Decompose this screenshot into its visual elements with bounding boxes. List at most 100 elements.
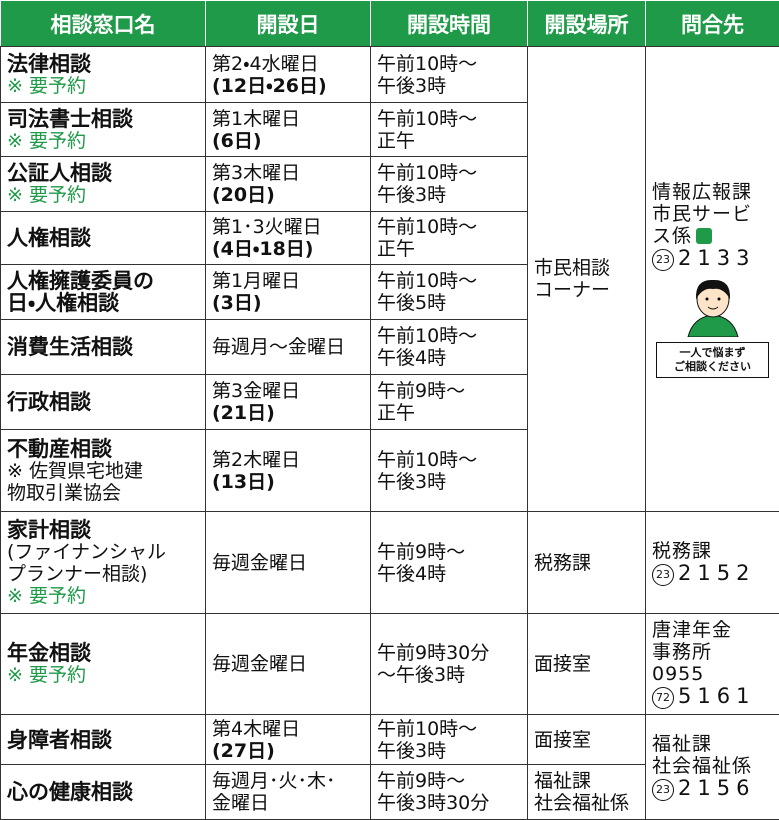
time-line: 午後5時 (377, 292, 521, 314)
consult-name: 日・人権相談 (7, 292, 199, 314)
consult-name: 消費生活相談 (7, 336, 199, 358)
time-line: 午前10時～ (377, 325, 521, 347)
contact-lines: 税務課 (652, 540, 773, 562)
table-row: 家計相談(ファイナンシャルプランナー相談)※ 要予約毎週金曜日午前9時～午後4時… (1, 512, 779, 614)
phone-circle: 23 (652, 564, 674, 586)
header-cell: 開設日 (206, 1, 371, 47)
contact-line: 社会福祉係 (652, 755, 773, 777)
reservation-note: ※ 要予約 (7, 664, 199, 686)
time-cell: 午前10時～午後3時 (371, 157, 528, 212)
day-line: (6日) (212, 130, 364, 152)
place-line: 税務課 (534, 552, 639, 574)
day-line: (21日) (212, 402, 364, 424)
name-cell: 法律相談※ 要予約 (1, 47, 206, 103)
day-cell: 第1木曜日(6日) (206, 103, 371, 157)
time-line: 午前10時～ (377, 162, 521, 184)
time-line: 午前9時～ (377, 380, 521, 402)
day-line: 第1･3火曜日 (212, 216, 364, 238)
contact-line: ス係 (652, 225, 773, 247)
time-line: ～午後3時 (377, 664, 521, 686)
day-line: 毎週月･火･木･ (212, 770, 364, 792)
name-cell: 消費生活相談 (1, 320, 206, 375)
place-cell: 市民相談コーナー (528, 47, 646, 512)
day-cell: 毎週金曜日 (206, 614, 371, 715)
header-cell: 問合先 (646, 1, 779, 47)
consult-name: 行政相談 (7, 391, 199, 413)
place-cell: 福祉課社会福祉係 (528, 765, 646, 820)
place-cell: 税務課 (528, 512, 646, 614)
time-line: 午前10時～ (377, 53, 521, 75)
time-cell: 午前9時30分～午後3時 (371, 614, 528, 715)
name-cell: 人権擁護委員の日・人権相談 (1, 265, 206, 320)
name-cell: 家計相談(ファイナンシャルプランナー相談)※ 要予約 (1, 512, 206, 614)
contact-lines: 情報広報課市民サービス係 (652, 181, 773, 247)
consult-name: 公証人相談 (7, 162, 199, 184)
name-cell: 行政相談 (1, 375, 206, 430)
day-cell: 第4木曜日(27日) (206, 715, 371, 765)
consult-sub: プランナー相談) (7, 563, 199, 585)
day-cell: 第2・4水曜日(12日・26日) (206, 47, 371, 103)
icon (696, 228, 712, 244)
contact-line: 税務課 (652, 540, 773, 562)
day-line: (20日) (212, 184, 364, 206)
day-line: 第4木曜日 (212, 718, 364, 740)
place-line: 面接室 (534, 653, 639, 675)
day-cell: 毎週金曜日 (206, 512, 371, 614)
table-body: 法律相談※ 要予約第2・4水曜日(12日・26日)午前10時～午後3時市民相談コ… (1, 47, 779, 820)
name-cell: 年金相談※ 要予約 (1, 614, 206, 715)
day-cell: 第1月曜日(3日) (206, 265, 371, 320)
name-cell: 身障者相談 (1, 715, 206, 765)
time-cell: 午前9時～正午 (371, 375, 528, 430)
phone-circle: 23 (652, 779, 674, 801)
day-line: (3日) (212, 292, 364, 314)
name-cell: 不動産相談※ 佐賀県宅地建物取引業協会 (1, 430, 206, 512)
contact-line: 福祉課 (652, 733, 773, 755)
day-cell: 第2木曜日(13日) (206, 430, 371, 512)
illustration (652, 277, 773, 342)
name-cell: 司法書士相談※ 要予約 (1, 103, 206, 157)
day-cell: 毎週月～金曜日 (206, 320, 371, 375)
woman-figure (653, 277, 773, 337)
header-cell: 開設時間 (371, 1, 528, 47)
day-line: 第3木曜日 (212, 162, 364, 184)
place-line: 市民相談 (534, 257, 639, 279)
time-line: 午前10時～ (377, 449, 521, 471)
header-row: 相談窓口名開設日開設時間開設場所問合先 (1, 1, 779, 47)
consult-name: 身障者相談 (7, 729, 199, 751)
day-cell: 第3木曜日(20日) (206, 157, 371, 212)
consult-sub: 物取引業協会 (7, 482, 199, 504)
place-line: 社会福祉係 (534, 792, 639, 814)
day-line: 第1木曜日 (212, 108, 364, 130)
place-line: 福祉課 (534, 770, 639, 792)
phone-number: 2156 (678, 776, 755, 800)
time-line: 午後3時 (377, 75, 521, 97)
time-cell: 午前9時～午後4時 (371, 512, 528, 614)
day-line: 第1月曜日 (212, 270, 364, 292)
time-line: 午前10時～ (377, 108, 521, 130)
sign-line: ご相談ください (659, 360, 766, 374)
reservation-note: ※ 要予約 (7, 585, 199, 607)
place-line: コーナー (534, 279, 639, 301)
time-line: 午前10時～ (377, 270, 521, 292)
time-cell: 午前10時～正午 (371, 212, 528, 265)
name-cell: 心の健康相談 (1, 765, 206, 820)
consult-name: 人権擁護委員の (7, 270, 199, 292)
day-line: 第2木曜日 (212, 449, 364, 471)
time-cell: 午前10時～午後5時 (371, 265, 528, 320)
time-line: 午後3時30分 (377, 792, 521, 814)
time-cell: 午前10時～午後3時 (371, 47, 528, 103)
day-line: (13日) (212, 471, 364, 493)
day-cell: 第3金曜日(21日) (206, 375, 371, 430)
time-cell: 午前10時～午後3時 (371, 715, 528, 765)
consult-name: 司法書士相談 (7, 108, 199, 130)
consult-name: 不動産相談 (7, 438, 199, 460)
time-line: 午後3時 (377, 740, 521, 762)
day-cell: 毎週月･火･木･金曜日 (206, 765, 371, 820)
